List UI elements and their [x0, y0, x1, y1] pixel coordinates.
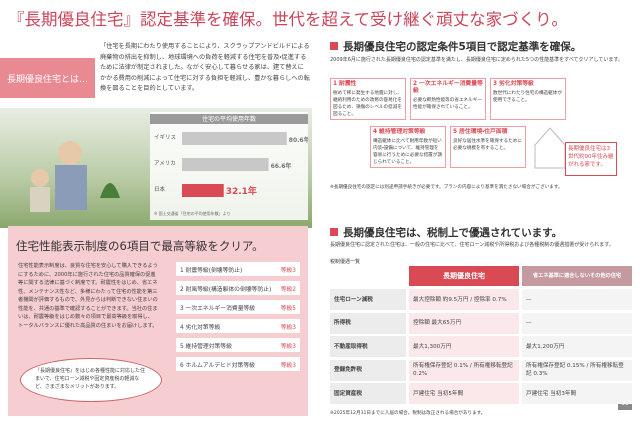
- grade-item: 5 維持管理対策等級 等級3: [176, 338, 300, 352]
- bar-chart: 住宅の平均使用年数 ※ 国土交通省「住宅の平均使用年数」より イギリス 80.6年…: [150, 114, 310, 216]
- grade-value: 等級3: [280, 324, 296, 331]
- grade-value: 等級2: [280, 286, 296, 293]
- cell-other: —: [522, 289, 632, 310]
- footnote: ※2025年12月31日までに入居の場合。税制は改正される場合があります。: [330, 411, 486, 416]
- row-label: 固定資産税: [330, 383, 406, 404]
- table-header: 省エネ基準に適合しないその他の住宅: [522, 266, 632, 286]
- row-label: 不動産取得税: [330, 336, 406, 357]
- condition-title: 4 維持管理対策等級: [373, 129, 426, 135]
- cell-long: 戸建住宅 当初5年間: [409, 383, 519, 404]
- condition-text: 必要な断熱性能等の省エネルギー性能が確保されていること。: [413, 98, 482, 110]
- section-title: 住宅性能表示制度の6項目で最高等級をクリア。: [16, 239, 264, 253]
- condition-text: 良好な居住水準を確保するために必要な規模を有すること。: [453, 139, 522, 151]
- section-title: 長期優良住宅は、税制上で優遇されています。: [343, 227, 563, 239]
- condition-text: 数世代にわたり住宅の構造躯体が使用できること。: [493, 91, 562, 103]
- category-label: 日本: [154, 185, 166, 193]
- row-label: 住宅ローン減税: [330, 289, 406, 310]
- grade-item: 2 耐風等級(構造躯体の倒壊等防止) 等級2: [176, 281, 300, 295]
- condition-title: 5 居住環境・住戸面積: [453, 129, 508, 135]
- table-header: 長期優良住宅: [409, 266, 519, 286]
- cell-other: 所有権保存登記 0.15% / 所有権移転登記 0.3%: [522, 359, 632, 381]
- bar: [182, 184, 224, 197]
- condition-title: 3 劣化対策等級: [493, 81, 534, 87]
- grade-label: 6 ホルムアルデヒド対策等級: [180, 362, 255, 369]
- grade-label: 3 一次エネルギー消費量等級: [180, 305, 256, 312]
- chart-panel: 住宅の平均使用年数 ※ 国土交通省「住宅の平均使用年数」より イギリス 80.6年…: [150, 112, 310, 220]
- chart-header: [150, 114, 308, 124]
- condition-box: 5 居住環境・住戸面積良好な居住水準を確保するために必要な規模を有すること。: [450, 126, 526, 168]
- grade-item: 1 耐震等級(倒壊等防止) 等級3: [176, 262, 300, 276]
- grade-value: 等級3: [280, 362, 296, 369]
- condition-title: 1 耐震性: [333, 81, 357, 87]
- section-text: 長期優良住宅に認定された住宅は、一般の住宅に比べて、住宅ローン減税や所得税および…: [330, 242, 614, 248]
- condition-box: 3 劣化対策等級数世代にわたり住宅の構造躯体が使用できること。: [490, 78, 566, 120]
- chart-note: ※ 国土交通省「住宅の平均使用年数」より: [154, 210, 231, 216]
- condition-text: 極めて稀に発生する地震に対し、継続利用のための改修の容易化を図るため、損傷のレベ…: [333, 91, 402, 117]
- section-text: 住宅性能表示制度は、良質な住宅を安心して購入できるようにするために、2000年に…: [18, 263, 158, 329]
- cell-long: 所有権保存登記 0.1% / 所有権移転登記 0.2%: [409, 359, 519, 381]
- grade-value: 等級3: [280, 267, 296, 274]
- condition-box: 2 一次エネルギー消費量等級 必要な断熱性能等の省エネルギー性能が確保されているこ…: [410, 78, 486, 120]
- intro-text: 「住宅を長期にわたり使用することにより、スクラップアンドビルドによる廃棄物の排出…: [100, 43, 310, 92]
- row-label: 登録免許税: [330, 359, 406, 381]
- grade-item: 6 ホルムアルデヒド対策等級 等級3: [176, 357, 300, 371]
- chart-title: 住宅の平均使用年数: [202, 115, 256, 123]
- photo-illustration: [30, 141, 120, 212]
- bar: [182, 158, 269, 171]
- value-label: 66.6年: [271, 162, 292, 170]
- grade-value: 等級3: [280, 343, 296, 350]
- cell-other: 戸建住宅 当初3年間: [522, 383, 632, 404]
- cell-other: —: [522, 312, 632, 334]
- cell-long: 最大控除額 約9.5万円 / 控除率 0.7%: [409, 289, 519, 310]
- grade-value: 等級5: [280, 305, 296, 312]
- grade-label: 5 維持管理対策等級: [180, 343, 232, 350]
- badge: 長期優良住宅は3世代約90年住み継がれる家です。: [565, 142, 617, 176]
- value-label: 80.6年: [289, 136, 308, 144]
- category-label: イギリス: [154, 134, 176, 141]
- cell-other: 最大1,200万円: [522, 336, 632, 357]
- grade-item: 4 劣化対策等級 等級3: [176, 319, 300, 333]
- bar: [182, 132, 287, 145]
- condition-title: 2 一次エネルギー消費量等級: [413, 81, 483, 94]
- value-label: 32.1年: [226, 185, 257, 197]
- row-label: 所得税: [330, 312, 406, 334]
- condition-box: 4 維持管理対策等級構造躯体に比べて耐用年数が短い内装・設備について、維持管理を…: [370, 126, 446, 168]
- condition-text: 構造躯体に比べて耐用年数が短い内装・設備について、維持管理を容易に行うために必要…: [373, 139, 442, 165]
- condition-box: 1 耐震性極めて稀に発生する地震に対し、継続利用のための改修の容易化を図るため、…: [330, 78, 406, 120]
- grade-label: 1 耐震等級(倒壊等防止): [180, 267, 243, 274]
- note-oval: 『長期優良住宅』をはじめ各種性能に対応した住まいで、住宅ローン減税や固定資産税の…: [20, 358, 162, 402]
- category-label: アメリカ: [154, 160, 176, 167]
- grade-label: 4 劣化対策等級: [180, 324, 221, 331]
- section-title: 長期優良住宅の認定条件5項目で認定基準を確保。: [343, 41, 582, 53]
- table-subhead: 税制優遇一覧: [330, 259, 361, 265]
- page-title: 『長期優良住宅』認定基準を確保。世代を超えて受け継ぐ頑丈な家づくり。: [8, 10, 568, 29]
- grade-label: 2 耐風等級(構造躯体の倒壊等防止): [180, 286, 272, 293]
- heading-marker: [330, 42, 338, 50]
- cell-long: 控除額 最大65万円: [409, 312, 519, 334]
- intro-label: 長期優良住宅とは…: [0, 58, 95, 98]
- footnote: ※長期優良住宅の認定には別途申請手続きが必要です。プランの内容により基準を満たさ…: [330, 185, 563, 190]
- cell-long: 最大1,300万円: [409, 336, 519, 357]
- house-icon: [534, 127, 566, 169]
- heading-marker: [330, 228, 338, 236]
- grade-item: 3 一次エネルギー消費量等級 等級5: [176, 300, 300, 314]
- section-text: 2009年6月に施行された長期優良住宅の認定基準を満たし、長期優良住宅に定められ…: [330, 57, 623, 63]
